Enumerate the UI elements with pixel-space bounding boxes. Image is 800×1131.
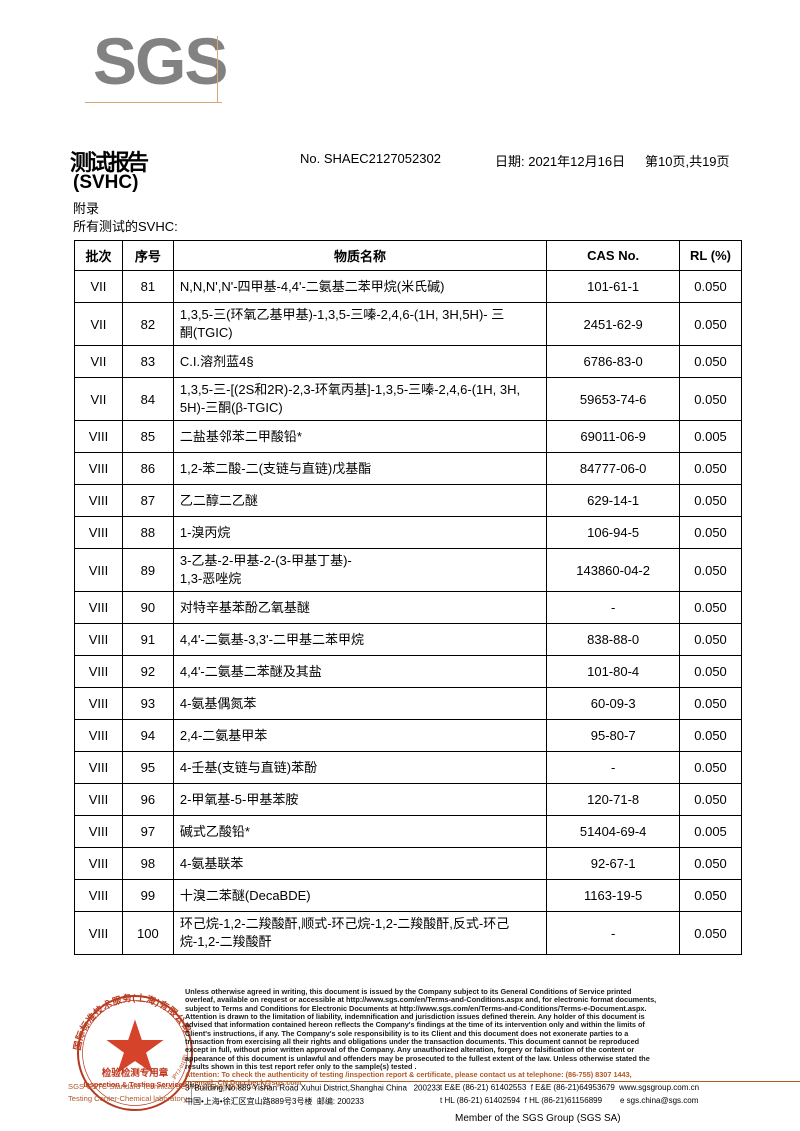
svg-text:检验检测专用章: 检验检测专用章 — [102, 1067, 169, 1079]
